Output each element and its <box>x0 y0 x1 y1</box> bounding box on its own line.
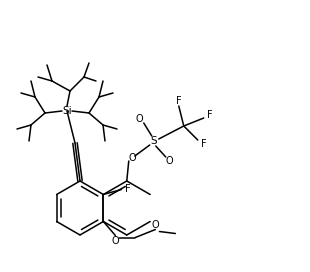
Text: Si: Si <box>62 106 72 116</box>
Text: F: F <box>125 184 130 194</box>
Text: F: F <box>201 139 206 149</box>
Text: S: S <box>150 136 157 146</box>
Text: O: O <box>166 156 174 166</box>
Text: O: O <box>152 220 159 230</box>
Text: O: O <box>129 153 137 163</box>
Text: F: F <box>176 96 182 106</box>
Text: O: O <box>112 236 119 246</box>
Text: O: O <box>136 114 144 124</box>
Text: F: F <box>207 110 213 120</box>
